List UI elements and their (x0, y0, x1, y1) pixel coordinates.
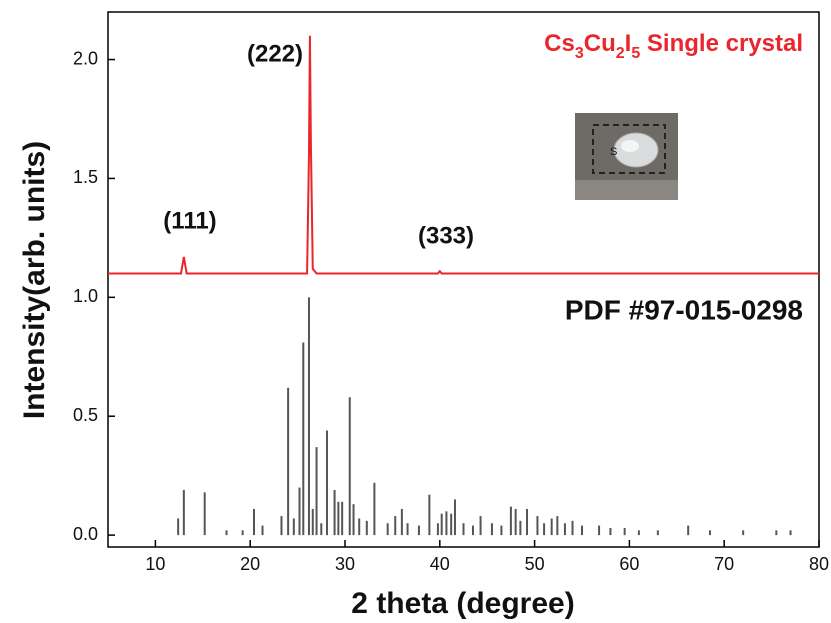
peak-annotation: (111) (163, 207, 216, 234)
xrd-line (108, 35, 819, 275)
x-tick-label: 50 (525, 554, 545, 574)
peak-annotation: (333) (418, 222, 474, 249)
svg-text:S: S (610, 146, 617, 158)
peak-annotation: (222) (247, 40, 303, 67)
y-tick-label: 1.0 (73, 286, 98, 306)
x-tick-label: 80 (809, 554, 829, 574)
y-tick-label: 0.0 (73, 524, 98, 544)
x-tick-label: 10 (145, 554, 165, 574)
x-tick-label: 40 (430, 554, 450, 574)
x-tick-label: 30 (335, 554, 355, 574)
y-tick-label: 1.5 (73, 167, 98, 187)
x-tick-label: 20 (240, 554, 260, 574)
series-label: Cs3Cu2I5 Single crystal (544, 30, 803, 61)
plot-frame (107, 11, 820, 548)
y-tick-label: 2.0 (73, 48, 98, 68)
x-tick-label: 60 (619, 554, 639, 574)
x-tick-label: 70 (714, 554, 734, 574)
inset-photo: S (575, 113, 678, 200)
y-axis-label: Intensity(arb. units) (18, 141, 51, 419)
series-label: PDF #97-015-0298 (565, 294, 803, 325)
x-axis-label: 2 theta (degree) (351, 587, 574, 620)
y-tick-label: 0.5 (73, 405, 98, 425)
